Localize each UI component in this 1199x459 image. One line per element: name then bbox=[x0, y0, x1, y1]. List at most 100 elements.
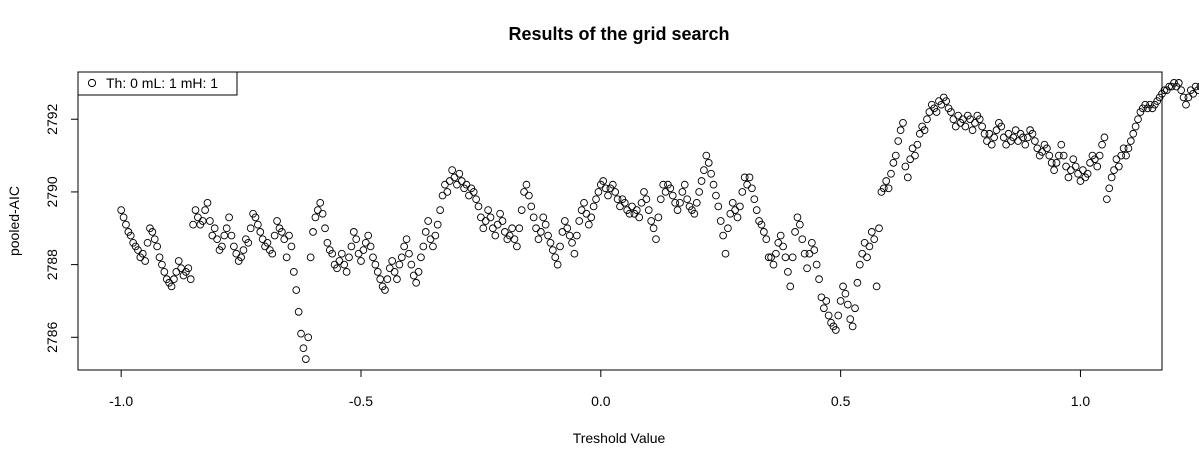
data-point bbox=[412, 278, 421, 287]
data-point bbox=[736, 202, 744, 211]
data-point bbox=[726, 209, 735, 218]
data-point bbox=[1098, 140, 1106, 149]
data-point bbox=[1134, 115, 1142, 124]
data-point bbox=[349, 228, 358, 236]
data-point bbox=[987, 140, 996, 149]
data-point bbox=[431, 231, 440, 240]
data-point bbox=[529, 213, 538, 222]
data-point bbox=[604, 191, 612, 200]
data-point bbox=[712, 191, 720, 200]
data-point bbox=[282, 253, 291, 262]
data-point bbox=[232, 249, 241, 258]
data-point bbox=[709, 180, 718, 189]
data-point bbox=[767, 253, 775, 262]
data-point bbox=[968, 126, 977, 134]
data-point bbox=[244, 238, 253, 247]
data-point bbox=[772, 249, 780, 258]
data-point bbox=[640, 188, 648, 196]
data-point bbox=[620, 198, 629, 207]
data-point bbox=[796, 220, 804, 229]
data-point bbox=[584, 220, 593, 229]
data-point bbox=[556, 242, 564, 251]
data-point bbox=[978, 122, 986, 131]
data-point bbox=[985, 129, 994, 138]
data-point bbox=[853, 278, 862, 287]
data-point bbox=[568, 238, 576, 247]
data-point bbox=[191, 206, 200, 214]
data-point bbox=[1114, 162, 1123, 171]
data-point bbox=[1023, 133, 1032, 142]
data-point bbox=[254, 220, 262, 229]
data-point bbox=[309, 228, 317, 236]
data-point bbox=[160, 268, 169, 276]
data-point bbox=[668, 191, 677, 200]
x-axis-label: Treshold Value bbox=[573, 430, 666, 446]
data-point bbox=[1021, 140, 1030, 149]
data-point bbox=[671, 198, 680, 207]
data-point bbox=[433, 220, 442, 229]
data-point bbox=[1038, 148, 1046, 156]
legend: Th: 0 mL: 1 mH: 1 bbox=[77, 71, 238, 96]
data-point bbox=[148, 228, 157, 236]
data-point bbox=[714, 202, 723, 211]
data-point bbox=[947, 108, 955, 116]
data-point bbox=[831, 326, 840, 334]
data-point bbox=[429, 242, 437, 251]
data-point bbox=[903, 173, 912, 182]
data-point bbox=[222, 224, 231, 233]
data-point bbox=[961, 122, 970, 131]
data-point bbox=[704, 159, 713, 167]
data-point bbox=[484, 206, 492, 214]
data-point bbox=[364, 231, 373, 240]
data-point bbox=[1160, 86, 1169, 95]
x-tick-label: -1.0 bbox=[109, 393, 133, 409]
data-point bbox=[601, 184, 610, 193]
data-point bbox=[313, 206, 322, 214]
data-point bbox=[654, 213, 663, 222]
data-point bbox=[805, 249, 814, 258]
data-point bbox=[1009, 133, 1018, 142]
data-point bbox=[417, 253, 425, 262]
data-point bbox=[971, 119, 979, 127]
data-point bbox=[333, 264, 341, 273]
data-point bbox=[798, 235, 807, 244]
data-point bbox=[520, 188, 528, 196]
data-point bbox=[1119, 144, 1128, 153]
data-point bbox=[421, 228, 430, 236]
data-point bbox=[117, 206, 126, 214]
data-point bbox=[762, 235, 771, 244]
data-point bbox=[522, 180, 531, 189]
data-point bbox=[721, 249, 730, 258]
data-point bbox=[1028, 129, 1037, 138]
data-point bbox=[954, 111, 963, 120]
x-axis: -1.0 -0.5 0.0 0.5 1.0 bbox=[109, 369, 1090, 409]
data-point bbox=[553, 260, 562, 269]
data-point bbox=[899, 119, 907, 127]
data-point bbox=[748, 184, 756, 193]
data-point bbox=[738, 188, 747, 196]
data-point bbox=[237, 253, 245, 262]
data-point bbox=[138, 249, 147, 258]
data-point bbox=[635, 213, 644, 222]
data-point bbox=[493, 220, 502, 229]
data-point bbox=[527, 202, 536, 211]
data-point bbox=[817, 293, 826, 302]
data-point bbox=[1062, 162, 1070, 171]
data-point bbox=[289, 268, 298, 276]
data-point bbox=[839, 282, 847, 291]
data-point bbox=[1074, 169, 1082, 178]
data-point bbox=[515, 224, 524, 233]
data-point bbox=[882, 177, 891, 185]
data-point bbox=[141, 257, 150, 265]
data-point bbox=[1071, 162, 1080, 171]
legend-entry-label: Th: 0 mL: 1 mH: 1 bbox=[106, 75, 218, 91]
data-point bbox=[932, 108, 941, 116]
data-point bbox=[328, 249, 337, 258]
data-point bbox=[1090, 155, 1099, 164]
data-point bbox=[385, 264, 394, 273]
data-point bbox=[436, 206, 444, 214]
chart-title: Results of the grid search bbox=[508, 24, 729, 44]
data-point bbox=[637, 198, 646, 207]
data-point bbox=[230, 242, 238, 251]
data-point bbox=[647, 217, 656, 225]
